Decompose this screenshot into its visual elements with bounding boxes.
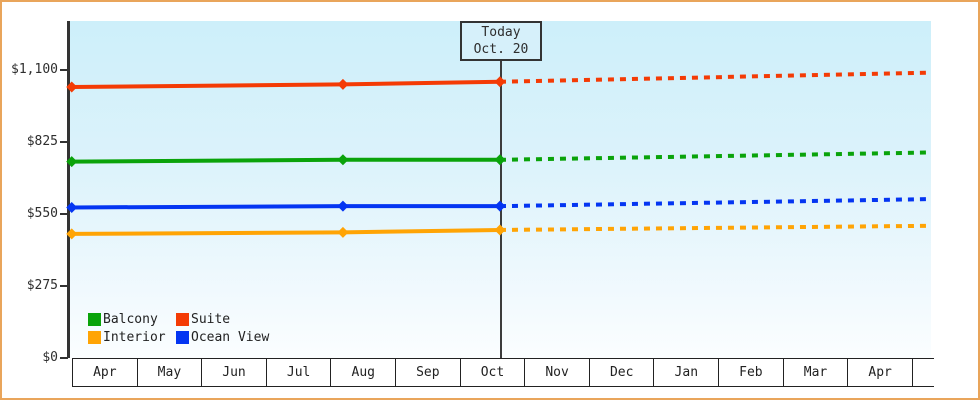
data-point-balcony[interactable]: [337, 154, 349, 166]
y-axis-tick-label: $825: [26, 134, 58, 149]
month-cell-2: May: [137, 359, 203, 386]
legend-item-interior[interactable]: Interior: [88, 330, 176, 345]
today-date: Oct. 20: [473, 42, 529, 57]
forecast-line-ocean-view: [499, 197, 932, 209]
y-axis-tick-label: $275: [26, 278, 58, 293]
month-cell-1: Apr: [73, 359, 138, 386]
legend-item-balcony[interactable]: Balcony: [88, 312, 176, 327]
legend: Balcony Suite Interior Ocean View: [88, 312, 269, 345]
month-cell-13: Apr: [848, 359, 913, 386]
legend-label: Ocean View: [191, 330, 270, 345]
legend-label: Balcony: [103, 312, 158, 327]
month-stub-cell: [912, 359, 934, 386]
data-point-suite[interactable]: [66, 81, 78, 93]
legend-label: Suite: [191, 312, 231, 327]
forecast-line-balcony: [499, 150, 932, 162]
month-cell-12: Mar: [783, 359, 849, 386]
month-cell-5: Aug: [331, 359, 397, 386]
price-lines-svg: [66, 70, 932, 240]
y-axis-tick: [60, 213, 68, 215]
series-line-balcony: [71, 157, 500, 164]
month-cell-9: Dec: [589, 359, 655, 386]
data-point-balcony[interactable]: [66, 156, 78, 168]
y-axis-tick: [60, 141, 68, 143]
legend-item-ocean-view[interactable]: Ocean View: [176, 330, 269, 345]
data-point-interior[interactable]: [494, 224, 506, 236]
series-line-ocean-view: [71, 204, 500, 210]
data-point-ocean-view[interactable]: [66, 201, 78, 213]
legend-swatch-icon: [176, 313, 189, 326]
data-point-ocean-view[interactable]: [494, 200, 506, 212]
data-point-suite[interactable]: [494, 76, 506, 88]
legend-swatch-icon: [176, 331, 189, 344]
series-line-suite: [71, 79, 501, 90]
month-cell-10: Jan: [654, 359, 720, 386]
series-line-interior: [71, 227, 501, 236]
y-axis-tick: [60, 69, 68, 71]
y-axis-tick-label: $0: [42, 350, 58, 365]
legend-item-suite[interactable]: Suite: [176, 312, 269, 327]
x-axis-month-row: Apr May Jun Jul Aug Sep Oct Nov Dec Jan Feb Mar Apr: [72, 358, 934, 387]
forecast-line-suite: [499, 70, 932, 84]
y-axis-tick: [60, 285, 68, 287]
today-label: Today: [481, 25, 521, 40]
month-cell-11: Feb: [719, 359, 784, 386]
y-axis-tick-label: $550: [26, 206, 58, 221]
month-cell-6: Sep: [396, 359, 461, 386]
today-marker-box: Today Oct. 20: [460, 21, 542, 61]
data-point-interior[interactable]: [337, 226, 349, 238]
forecast-line-interior: [499, 223, 932, 232]
month-cell-8: Nov: [525, 359, 590, 386]
data-point-interior[interactable]: [66, 228, 78, 240]
legend-swatch-icon: [88, 313, 101, 326]
data-point-balcony[interactable]: [494, 154, 506, 166]
month-cell-7: Oct: [460, 359, 526, 386]
month-cell-3: Jun: [202, 359, 267, 386]
y-axis-tick: [60, 357, 68, 359]
legend-swatch-icon: [88, 331, 101, 344]
y-axis-line: [67, 21, 70, 358]
data-point-suite[interactable]: [337, 78, 349, 90]
y-axis-tick-label: $1,100: [11, 62, 58, 77]
month-cell-4: Jul: [266, 359, 332, 386]
data-point-ocean-view[interactable]: [337, 200, 349, 212]
legend-label: Interior: [103, 330, 166, 345]
